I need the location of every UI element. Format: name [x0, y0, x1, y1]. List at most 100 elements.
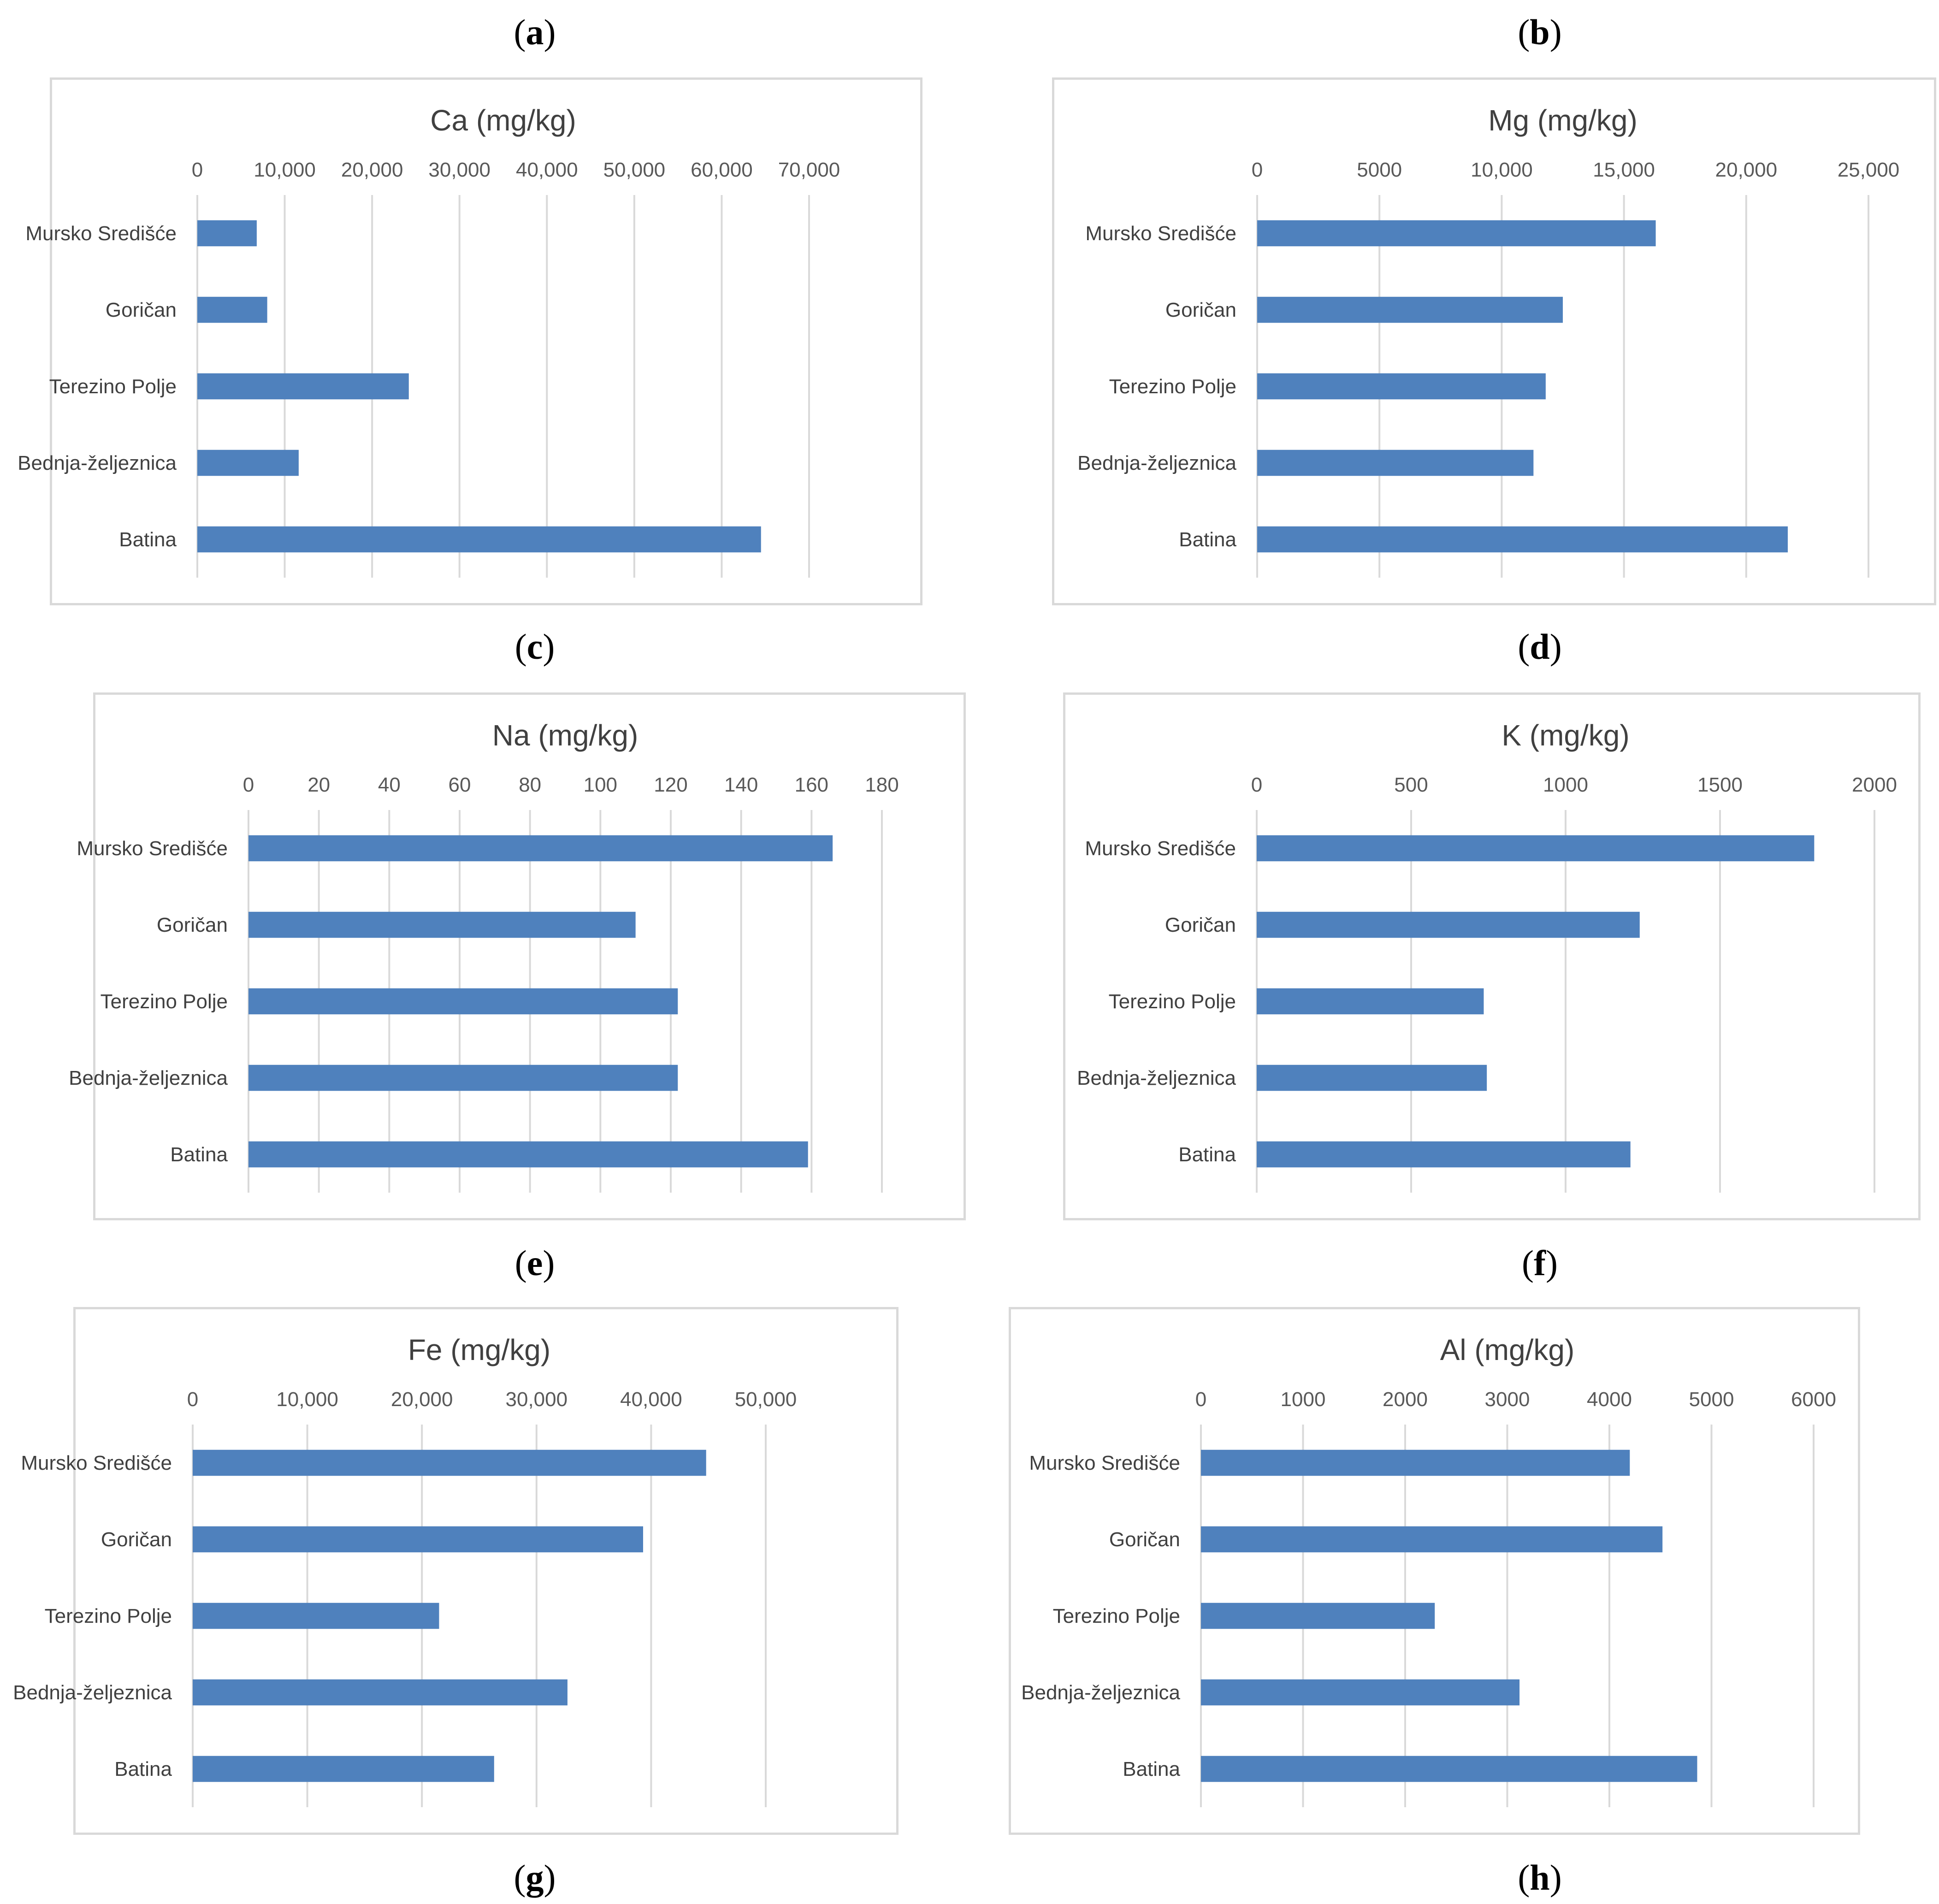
category-label: Bednja-željeznica [69, 1067, 228, 1089]
bar-mursko-sredisce [1257, 835, 1815, 862]
tick-label: 0 [1252, 159, 1263, 181]
tick-label: 0 [1195, 1388, 1206, 1411]
bar-terezino-polje [1257, 988, 1484, 1015]
tick-label: 10,000 [1471, 159, 1533, 181]
bar-terezino-polje [1201, 1602, 1435, 1629]
tick-label: 140 [724, 774, 758, 796]
panel-label-f: (f) [1522, 1243, 1558, 1283]
panel-label-e: (e) [514, 1243, 555, 1283]
panel-label-a: (a) [514, 12, 556, 52]
category-label: Terezino Polje [1109, 375, 1236, 398]
bar-bednja-zeljeznica [248, 1064, 678, 1091]
bar-terezino-polje [197, 373, 409, 400]
tick-label: 3000 [1485, 1388, 1530, 1411]
category-label: Batina [1123, 1758, 1180, 1780]
tick-label: 60,000 [691, 159, 753, 181]
bar-gorican [1257, 296, 1563, 323]
chart-k: K (mg/kg) 0 500 1000 1500 2000 Mursko Središće… [1063, 692, 1921, 1220]
chart-svg: Na (mg/kg) 0 20 40 60 80 100 120 140 160 180 Mursko… [69, 719, 899, 1193]
bar-mursko-sredisce [248, 835, 833, 862]
tick-label: 40 [378, 774, 401, 796]
chart-svg: Al (mg/kg) 0 1000 2000 3000 4000 5000 6000 Mursk… [1021, 1333, 1836, 1807]
tick-label: 1000 [1543, 774, 1588, 796]
bar-gorican [1201, 1526, 1663, 1553]
panel-label-b: (b) [1518, 12, 1562, 52]
category-label: Batina [114, 1758, 172, 1780]
category-label: Goričan [157, 914, 228, 936]
chart-title: Al (mg/kg) [1440, 1333, 1575, 1366]
tick-label: 20,000 [341, 159, 403, 181]
bar-bednja-zeljeznica [1257, 1064, 1487, 1091]
panel-label-d: (d) [1518, 627, 1562, 667]
bar-batina [1257, 526, 1788, 553]
bar-bednja-zeljeznica [1257, 449, 1534, 476]
chart-title: Na (mg/kg) [492, 719, 638, 752]
chart-svg: Ca (mg/kg) 0 10,000 20,000 30,000 40,000 50,00… [18, 104, 840, 578]
bar-bednja-zeljeznica [193, 1679, 568, 1706]
category-label: Goričan [1165, 914, 1236, 936]
bar-gorican [248, 911, 636, 938]
panel-label-g: (g) [514, 1857, 556, 1898]
tick-label: 15,000 [1593, 159, 1655, 181]
tick-label: 120 [654, 774, 687, 796]
category-label: Bednja-željeznica [1077, 452, 1236, 474]
category-label: Mursko Središće [21, 1452, 172, 1474]
bar-batina [1201, 1756, 1697, 1782]
bar-gorican [1257, 911, 1640, 938]
tick-label: 20,000 [1715, 159, 1778, 181]
category-label: Bednja-željeznica [1021, 1681, 1180, 1704]
category-label: Terezino Polje [1109, 990, 1236, 1013]
bar-gorican [193, 1526, 643, 1553]
tick-label: 2000 [1852, 774, 1897, 796]
tick-label: 40,000 [620, 1388, 682, 1411]
category-label: Mursko Središće [1085, 837, 1236, 860]
chart-title: Fe (mg/kg) [408, 1333, 550, 1366]
chart-svg: K (mg/kg) 0 500 1000 1500 2000 Mursko Središće… [1077, 719, 1897, 1193]
bar-gorican [197, 296, 267, 323]
category-label: Mursko Središće [77, 837, 228, 860]
chart-title: Mg (mg/kg) [1488, 104, 1638, 137]
tick-label: 80 [519, 774, 541, 796]
chart-mg: Mg (mg/kg) 0 5000 10,000 15,000 20,000 25,000 M… [1052, 77, 1936, 605]
tick-label: 500 [1394, 774, 1428, 796]
category-label: Goričan [106, 299, 177, 321]
tick-label: 1000 [1281, 1388, 1326, 1411]
bar-mursko-sredisce [1201, 1449, 1630, 1476]
category-label: Goričan [1165, 299, 1236, 321]
bar-mursko-sredisce [197, 220, 257, 247]
category-label: Mursko Središće [1085, 222, 1236, 245]
category-label: Batina [1178, 1143, 1236, 1166]
bar-terezino-polje [193, 1602, 439, 1629]
bar-batina [1257, 1141, 1631, 1168]
category-label: Batina [119, 528, 177, 551]
chart-al: Al (mg/kg) 0 1000 2000 3000 4000 5000 6000 Mursk… [1009, 1307, 1860, 1835]
tick-label: 0 [243, 774, 254, 796]
tick-label: 180 [865, 774, 899, 796]
bar-terezino-polje [1257, 373, 1546, 400]
category-label: Terezino Polje [100, 990, 228, 1013]
bar-batina [197, 526, 761, 553]
category-label: Goričan [101, 1528, 172, 1551]
bar-bednja-zeljeznica [1201, 1679, 1520, 1706]
tick-label: 0 [187, 1388, 198, 1411]
chart-ca: Ca (mg/kg) 0 10,000 20,000 30,000 40,000 50,00… [18, 77, 922, 605]
category-label: Batina [1179, 528, 1236, 551]
category-label: Terezino Polje [1053, 1605, 1180, 1627]
bar-mursko-sredisce [193, 1449, 706, 1476]
tick-label: 20 [307, 774, 330, 796]
chart-title: Ca (mg/kg) [430, 104, 576, 137]
bar-batina [193, 1756, 494, 1782]
panel-label-c: (c) [514, 627, 555, 667]
bar-terezino-polje [248, 988, 678, 1015]
chart-fe: Fe (mg/kg) 0 10,000 20,000 30,000 40,000 50,00… [13, 1307, 899, 1835]
category-label: Batina [170, 1143, 228, 1166]
chart-svg: Mg (mg/kg) 0 5000 10,000 15,000 20,000 25,000 M… [1077, 104, 1899, 578]
tick-label: 10,000 [254, 159, 316, 181]
chart-na: Na (mg/kg) 0 20 40 60 80 100 120 140 160 180 Mursko… [69, 692, 966, 1220]
tick-label: 50,000 [735, 1388, 797, 1411]
category-label: Mursko Središće [1029, 1452, 1180, 1474]
tick-label: 20,000 [391, 1388, 453, 1411]
bar-batina [248, 1141, 808, 1168]
panel-label-h: (h) [1518, 1857, 1562, 1898]
tick-label: 70,000 [778, 159, 840, 181]
